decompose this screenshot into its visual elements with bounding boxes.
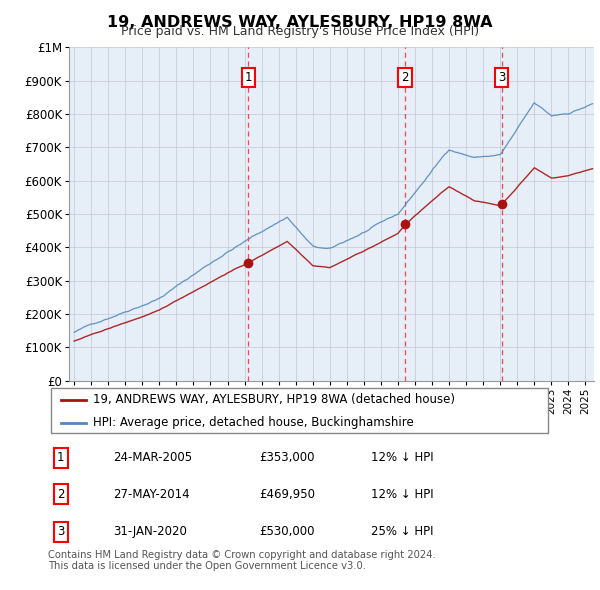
Text: Price paid vs. HM Land Registry's House Price Index (HPI): Price paid vs. HM Land Registry's House … [121, 25, 479, 38]
Text: £469,950: £469,950 [260, 488, 316, 501]
Text: 2: 2 [401, 71, 409, 84]
Text: 19, ANDREWS WAY, AYLESBURY, HP19 8WA: 19, ANDREWS WAY, AYLESBURY, HP19 8WA [107, 15, 493, 30]
Text: 1: 1 [245, 71, 252, 84]
Text: £530,000: £530,000 [260, 525, 315, 538]
Text: 25% ↓ HPI: 25% ↓ HPI [371, 525, 433, 538]
Text: 3: 3 [57, 525, 64, 538]
Text: 12% ↓ HPI: 12% ↓ HPI [371, 451, 433, 464]
FancyBboxPatch shape [50, 388, 548, 433]
Text: 2: 2 [57, 488, 64, 501]
Text: 19, ANDREWS WAY, AYLESBURY, HP19 8WA (detached house): 19, ANDREWS WAY, AYLESBURY, HP19 8WA (de… [94, 393, 455, 406]
Text: Contains HM Land Registry data © Crown copyright and database right 2024.
This d: Contains HM Land Registry data © Crown c… [48, 550, 436, 572]
Text: 12% ↓ HPI: 12% ↓ HPI [371, 488, 433, 501]
Text: 31-JAN-2020: 31-JAN-2020 [113, 525, 187, 538]
Text: 24-MAR-2005: 24-MAR-2005 [113, 451, 193, 464]
Text: 3: 3 [498, 71, 505, 84]
Text: 1: 1 [57, 451, 64, 464]
Text: 27-MAY-2014: 27-MAY-2014 [113, 488, 190, 501]
Text: HPI: Average price, detached house, Buckinghamshire: HPI: Average price, detached house, Buck… [94, 416, 414, 430]
Text: £353,000: £353,000 [260, 451, 315, 464]
